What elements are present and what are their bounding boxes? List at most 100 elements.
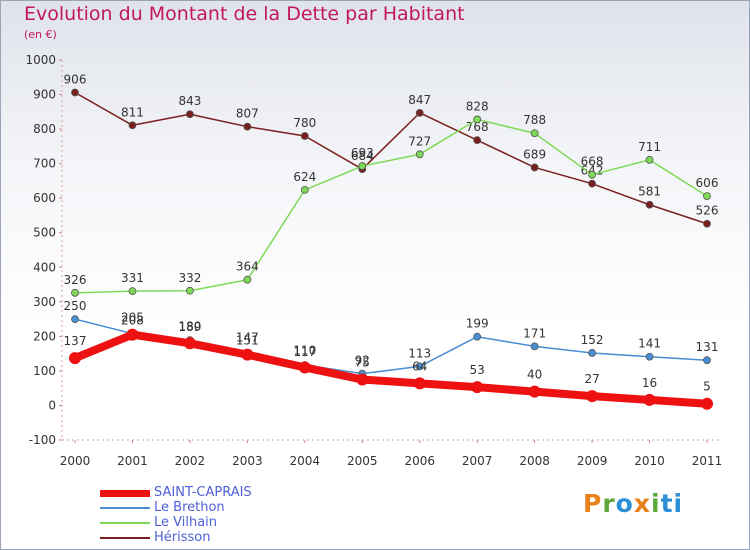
data-point (415, 150, 424, 159)
y-tick-label: 200 (33, 329, 56, 343)
data-label: 208 (121, 314, 144, 328)
x-tick-label: 2011 (692, 454, 723, 468)
data-label: 131 (696, 340, 719, 354)
legend-label: SAINT-CAPRAIS (154, 485, 252, 500)
data-point (588, 349, 596, 357)
data-label: 727 (408, 134, 431, 148)
data-label: 92 (355, 354, 370, 368)
chart-subtitle: (en €) (24, 28, 57, 41)
data-point (588, 179, 596, 188)
legend-label: Le Vilhain (154, 515, 218, 530)
data-point (645, 200, 654, 209)
legend-swatch (100, 507, 150, 509)
data-point (530, 342, 539, 351)
data-label: 40 (527, 368, 542, 382)
data-point (298, 361, 311, 374)
data-label: 331 (121, 271, 144, 285)
series-line (74, 91, 708, 225)
data-label: 180 (178, 319, 201, 333)
logo-letter: r (602, 489, 616, 518)
data-point (71, 288, 79, 297)
y-tick-label: 500 (33, 226, 56, 240)
y-tick-label: 100 (33, 364, 56, 378)
logo-letter: P (583, 489, 603, 518)
data-point (473, 332, 482, 341)
data-label: 828 (466, 99, 489, 113)
data-point (69, 352, 81, 365)
data-label: 64 (412, 359, 427, 373)
x-tick-label: 2000 (60, 454, 91, 468)
data-point (356, 373, 369, 386)
data-label: 152 (581, 333, 604, 347)
data-point (586, 390, 599, 403)
data-point (186, 110, 194, 119)
x-tick-label: 2003 (232, 454, 263, 468)
data-label: 788 (523, 113, 546, 127)
data-point (528, 385, 541, 398)
logo-letter: x (633, 489, 651, 518)
y-tick-label: 700 (33, 157, 56, 171)
data-point (243, 275, 252, 284)
data-point (471, 381, 484, 394)
data-label: 668 (581, 155, 604, 169)
data-point (473, 115, 482, 124)
data-label: 843 (178, 94, 201, 108)
x-tick-label: 2002 (175, 454, 206, 468)
y-tick-label: 1000 (25, 53, 56, 67)
data-point (358, 162, 367, 170)
data-point (71, 88, 79, 97)
data-label: 807 (236, 107, 259, 121)
y-tick-label: 600 (33, 191, 56, 205)
x-tick-label: 2009 (577, 454, 608, 468)
data-label: 205 (121, 311, 144, 325)
y-tick-label: 900 (33, 88, 56, 102)
data-point (415, 362, 424, 371)
x-tick-label: 2008 (519, 454, 550, 468)
data-point (588, 170, 596, 179)
data-point (126, 328, 139, 341)
data-point (703, 356, 711, 365)
data-point (643, 393, 656, 406)
data-point (300, 132, 309, 140)
data-label: 364 (236, 260, 259, 274)
series-line (74, 318, 708, 375)
y-tick-label: 0 (48, 398, 56, 412)
data-point (71, 315, 79, 323)
data-label: 642 (581, 164, 604, 178)
data-label: 684 (351, 149, 374, 163)
data-point (645, 352, 654, 361)
x-tick-label: 2005 (347, 454, 378, 468)
proxiti-logo: Proxiti (583, 489, 683, 518)
data-label: 113 (408, 346, 431, 360)
data-label: 906 (64, 72, 87, 86)
data-point (701, 397, 713, 410)
data-label: 5 (703, 380, 711, 394)
logo-letter: i (673, 489, 684, 518)
data-point (473, 136, 482, 145)
data-point (243, 122, 252, 131)
data-point (645, 155, 654, 164)
x-tick-label: 2004 (290, 454, 321, 468)
data-point (703, 219, 711, 228)
logo-letter: o (615, 489, 634, 518)
chart-title: Evolution du Montant de la Dette par Hab… (24, 3, 465, 25)
data-label: 27 (584, 372, 599, 386)
data-point (241, 348, 254, 361)
data-label: 141 (638, 337, 661, 351)
data-label: 711 (638, 140, 661, 154)
data-label: 16 (642, 376, 657, 390)
data-label: 147 (236, 331, 259, 345)
data-label: 137 (64, 334, 87, 348)
data-point (530, 129, 539, 138)
data-label: 189 (178, 320, 201, 334)
legend-label: Le Brethon (154, 500, 225, 515)
data-label: 250 (64, 299, 87, 313)
data-label: 624 (293, 170, 316, 184)
logo-letter: i (651, 489, 661, 518)
legend-swatch (100, 490, 150, 497)
data-point (300, 185, 309, 194)
data-point (183, 337, 196, 350)
data-point (128, 287, 137, 296)
data-label: 110 (293, 343, 316, 357)
data-point (415, 108, 424, 117)
